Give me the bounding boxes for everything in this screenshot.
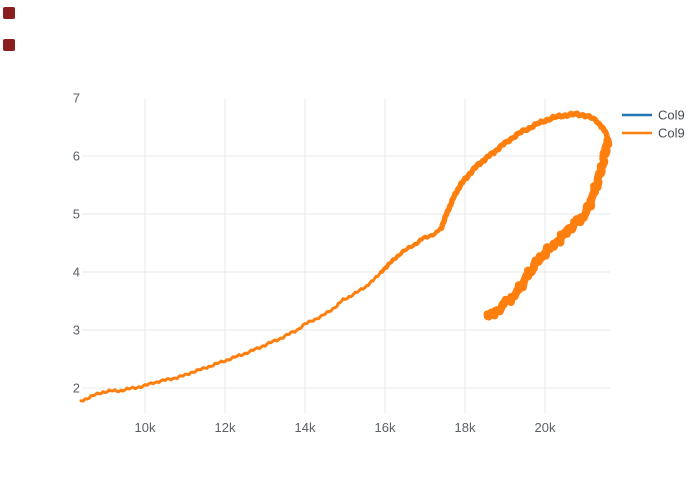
- y-tick-label: 3: [73, 323, 80, 338]
- red-badge-icon-2: [3, 39, 15, 51]
- series-col9-orange-forward-top[interactable]: [438, 110, 610, 232]
- legend-entry-2[interactable]: Col9: [622, 126, 685, 141]
- legend-label[interactable]: Col9: [658, 108, 685, 123]
- x-tick-label: 10k: [135, 420, 156, 435]
- x-tick-label: 20k: [535, 420, 556, 435]
- x-tick-label: 12k: [215, 420, 236, 435]
- y-tick-label: 4: [73, 265, 80, 280]
- series-col9-orange-return[interactable]: [483, 135, 613, 321]
- legend-entry-1[interactable]: Col9: [622, 108, 685, 123]
- series-col9-orange-forward-low[interactable]: [79, 265, 389, 403]
- y-tick-label: 2: [73, 381, 80, 396]
- x-tick-label: 18k: [455, 420, 476, 435]
- x-tick-label: 14k: [295, 420, 316, 435]
- y-tick-label: 7: [73, 91, 80, 106]
- legend-label[interactable]: Col9: [658, 126, 685, 141]
- red-badge-icon-1: [3, 7, 15, 19]
- y-tick-label: 5: [73, 207, 80, 222]
- y-tick-label: 6: [73, 149, 80, 164]
- x-tick-label: 16k: [375, 420, 396, 435]
- series-col9-orange-forward-mid[interactable]: [379, 215, 447, 274]
